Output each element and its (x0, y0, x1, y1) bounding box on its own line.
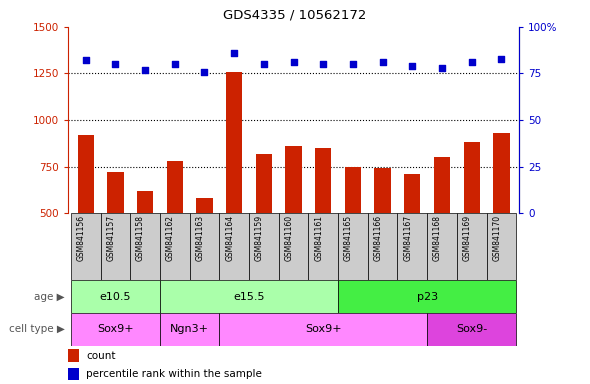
Bar (160, 313, 219, 346)
Text: Sox9+: Sox9+ (97, 324, 134, 334)
Text: GSM841164: GSM841164 (225, 215, 234, 261)
Bar (219, 313, 427, 346)
Text: GSM841159: GSM841159 (255, 215, 264, 261)
Text: Sox9+: Sox9+ (305, 324, 342, 334)
Text: e10.5: e10.5 (100, 291, 131, 302)
Bar (398, 213, 427, 280)
Point (170, 61, 179, 67)
Bar (68, 368, 79, 380)
Text: GSM841161: GSM841161 (314, 215, 323, 261)
Bar (434, 157, 450, 306)
Point (319, 61, 328, 67)
Text: GSM841168: GSM841168 (433, 215, 442, 261)
Point (111, 61, 120, 67)
Text: Sox9-: Sox9- (456, 324, 487, 334)
Text: GSM841156: GSM841156 (77, 215, 86, 261)
Text: GSM841170: GSM841170 (493, 215, 502, 261)
Text: GSM841166: GSM841166 (373, 215, 382, 261)
Text: GSM841163: GSM841163 (195, 215, 205, 261)
Bar (219, 213, 249, 280)
Bar (249, 213, 278, 280)
Text: GSM841160: GSM841160 (284, 215, 294, 261)
Bar (457, 213, 487, 280)
Text: p23: p23 (417, 291, 438, 302)
Bar (160, 213, 189, 280)
Bar (71, 213, 100, 280)
Bar (77, 135, 94, 306)
Point (140, 67, 150, 73)
Bar (189, 213, 219, 280)
Text: age ▶: age ▶ (34, 291, 65, 302)
Bar (226, 71, 242, 306)
Bar (427, 313, 516, 346)
Bar (196, 198, 212, 306)
Text: GSM841162: GSM841162 (166, 215, 175, 261)
Bar (278, 213, 309, 280)
Bar (338, 280, 516, 313)
Bar (345, 167, 361, 306)
Point (437, 65, 447, 71)
Text: count: count (86, 351, 116, 361)
Bar (166, 161, 183, 306)
Point (408, 63, 417, 69)
Point (259, 61, 268, 67)
Bar (255, 154, 272, 306)
Bar (315, 148, 332, 306)
Bar (464, 142, 480, 306)
Bar (71, 280, 160, 313)
Bar (71, 313, 160, 346)
Text: GSM841157: GSM841157 (106, 215, 116, 261)
Bar (68, 349, 79, 362)
Text: GSM841158: GSM841158 (136, 215, 145, 261)
Bar (309, 213, 338, 280)
Text: GSM841167: GSM841167 (404, 215, 412, 261)
Bar (286, 146, 301, 306)
Text: e15.5: e15.5 (233, 291, 265, 302)
Text: GSM841165: GSM841165 (344, 215, 353, 261)
Bar (137, 191, 153, 306)
Point (467, 59, 476, 65)
Bar (427, 213, 457, 280)
Point (497, 55, 506, 61)
Bar (338, 213, 368, 280)
Text: cell type ▶: cell type ▶ (9, 324, 65, 334)
Text: Ngn3+: Ngn3+ (170, 324, 209, 334)
Bar (375, 169, 391, 306)
Text: GSM841169: GSM841169 (463, 215, 471, 261)
Bar (493, 133, 510, 306)
Point (200, 68, 209, 74)
Bar (100, 213, 130, 280)
Text: GDS4335 / 10562172: GDS4335 / 10562172 (223, 8, 367, 21)
Point (81, 57, 90, 63)
Point (348, 61, 358, 67)
Point (378, 59, 387, 65)
Point (289, 59, 299, 65)
Bar (160, 280, 338, 313)
Bar (107, 172, 123, 306)
Bar (404, 174, 421, 306)
Bar (487, 213, 516, 280)
Bar (368, 213, 398, 280)
Text: percentile rank within the sample: percentile rank within the sample (86, 369, 262, 379)
Point (230, 50, 239, 56)
Bar (130, 213, 160, 280)
